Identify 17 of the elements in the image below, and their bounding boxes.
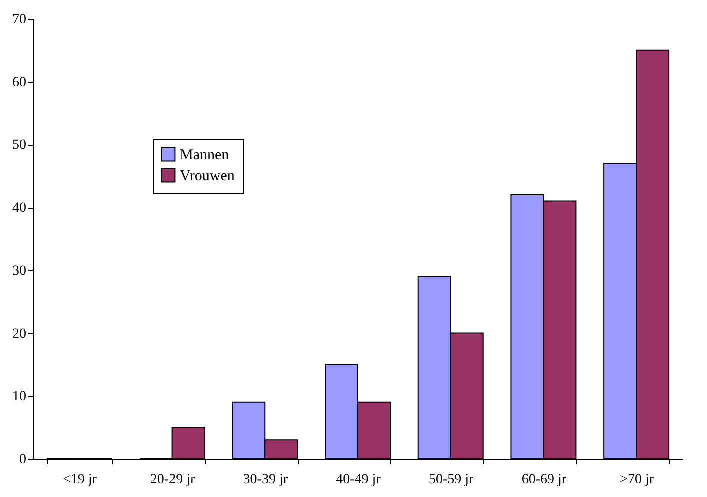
y-tick-label: 10 bbox=[12, 390, 26, 405]
y-tick-label: 0 bbox=[20, 452, 26, 468]
x-tick-label: >70 jr bbox=[620, 472, 654, 488]
x-tick-label: 20-29 jr bbox=[150, 472, 196, 488]
y-tick-label: 70 bbox=[12, 12, 26, 28]
y-tick-label: 20 bbox=[12, 326, 26, 342]
y-tick-label: 40 bbox=[12, 201, 26, 216]
y-tick-label: 60 bbox=[12, 75, 26, 90]
legend-label: Vrouwen bbox=[180, 168, 236, 184]
x-tick-label: 60-69 jr bbox=[522, 472, 567, 488]
y-tick-label: 50 bbox=[12, 138, 26, 154]
x-tick-label: 50-59 jr bbox=[429, 472, 474, 488]
y-tick-label: 30 bbox=[12, 264, 26, 279]
x-tick-label: 40-49 jr bbox=[336, 472, 382, 488]
x-tick-label: 30-39 jr bbox=[243, 472, 288, 488]
x-tick-label: <19 jr bbox=[62, 472, 98, 488]
legend-label: Mannen bbox=[180, 148, 230, 164]
